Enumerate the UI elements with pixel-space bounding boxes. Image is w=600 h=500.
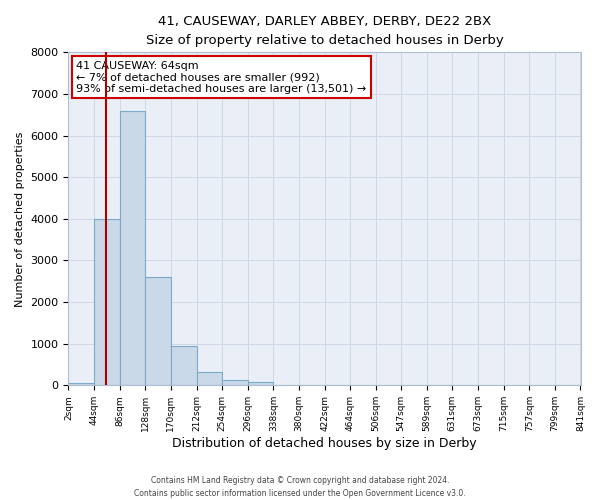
Bar [197, 372, 222, 386]
Bar [171, 346, 197, 386]
Bar [94, 219, 119, 386]
Title: 41, CAUSEWAY, DARLEY ABBEY, DERBY, DE22 2BX
Size of property relative to detache: 41, CAUSEWAY, DARLEY ABBEY, DERBY, DE22 … [146, 15, 503, 47]
Bar [248, 382, 274, 386]
Y-axis label: Number of detached properties: Number of detached properties [15, 131, 25, 306]
Text: 41 CAUSEWAY: 64sqm
← 7% of detached houses are smaller (992)
93% of semi-detache: 41 CAUSEWAY: 64sqm ← 7% of detached hous… [76, 60, 367, 94]
Bar [145, 277, 171, 386]
X-axis label: Distribution of detached houses by size in Derby: Distribution of detached houses by size … [172, 437, 477, 450]
Text: Contains HM Land Registry data © Crown copyright and database right 2024.
Contai: Contains HM Land Registry data © Crown c… [134, 476, 466, 498]
Bar [119, 110, 145, 386]
Bar [222, 380, 248, 386]
Bar [68, 384, 94, 386]
